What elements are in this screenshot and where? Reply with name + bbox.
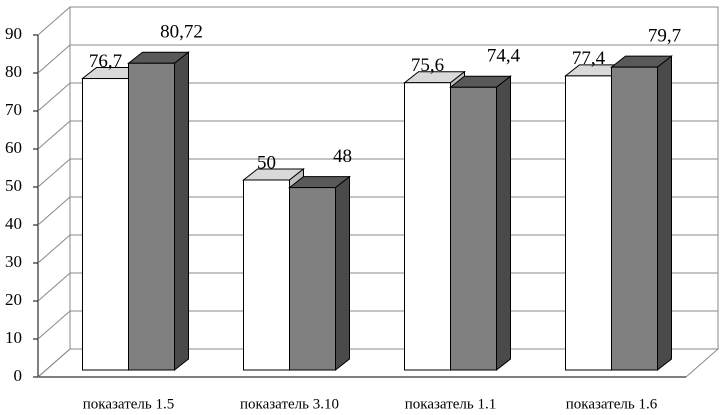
bar-side [657,55,672,372]
value-label: 79,7 [648,25,681,46]
y-tick-label: 90 [5,24,22,43]
bar [243,179,290,371]
grid-line [37,272,71,302]
x-tick-label: показатель 1.5 [83,396,174,412]
value-label: 76,7 [89,51,122,72]
y-tick-label: 0 [14,366,23,385]
value-label: 75,6 [411,55,444,76]
value-label: 50 [257,152,276,173]
y-tick-label: 40 [5,214,22,233]
y-tick-label: 60 [5,138,22,157]
bar [450,86,497,371]
grid-line [37,158,71,188]
bar [289,187,336,371]
value-label: 48 [333,146,352,167]
value-label: 77,4 [572,48,606,69]
grid-line [37,82,71,112]
grid-line [37,6,71,36]
grid-line [37,44,71,74]
grid-line [37,348,71,378]
bar [611,66,658,371]
value-label: 80,72 [160,22,203,43]
grid-line [37,310,71,340]
y-tick-label: 50 [5,176,22,195]
bar-side [174,51,189,372]
bar-side [335,175,350,372]
y-tick-label: 80 [5,62,22,81]
y-tick-label: 30 [5,252,22,271]
bar-side [496,75,511,372]
bar [404,82,451,371]
x-tick-label: показатель 3.10 [240,396,339,412]
grid-line [37,196,71,226]
bar [82,78,129,371]
bar [565,75,612,371]
grid-line [37,234,71,264]
x-tick-label: показатель 1.6 [566,396,658,412]
bar [128,62,175,371]
y-tick-label: 20 [5,290,22,309]
y-tick-label: 10 [5,328,22,347]
y-tick-label: 70 [5,100,22,119]
x-tick-label: показатель 1.1 [405,396,496,412]
value-label: 74,4 [487,46,521,67]
grid-line [37,120,71,150]
